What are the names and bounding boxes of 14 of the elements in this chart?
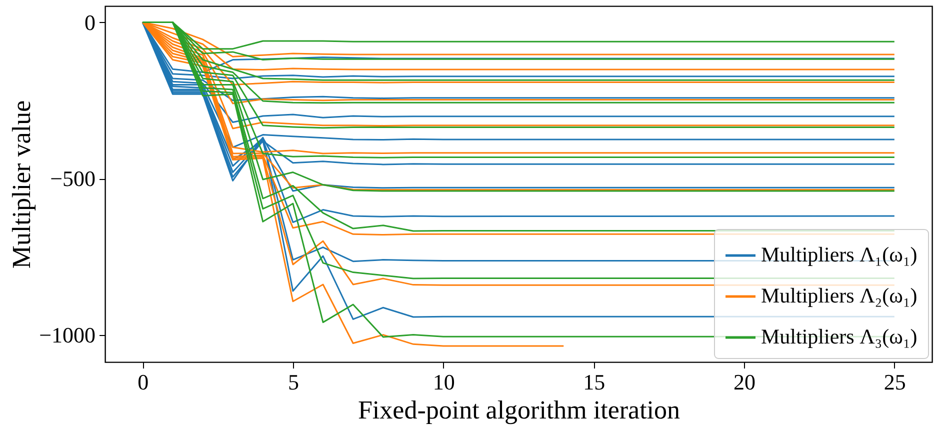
x-tick-label: 15	[583, 370, 606, 394]
x-tick-label: 10	[432, 370, 455, 394]
legend-label: Multipliers Λ₂(ω₁)	[761, 284, 918, 308]
y-axis-title: Multiplier value	[7, 100, 36, 269]
x-axis-title: Fixed-point algorithm iteration	[358, 396, 680, 424]
legend-label: Multipliers Λ₁(ω₁)	[761, 242, 918, 266]
legend-label: Multipliers Λ₃(ω₁)	[761, 324, 918, 348]
y-tick-label: 0	[84, 10, 96, 35]
y-tick-label: −500	[50, 166, 96, 192]
x-tick-label: 20	[734, 370, 756, 394]
x-tick-label: 0	[138, 370, 149, 394]
y-tick-label: −1000	[39, 322, 96, 348]
x-tick-label: 25	[884, 370, 906, 394]
x-tick-label: 5	[288, 370, 299, 394]
